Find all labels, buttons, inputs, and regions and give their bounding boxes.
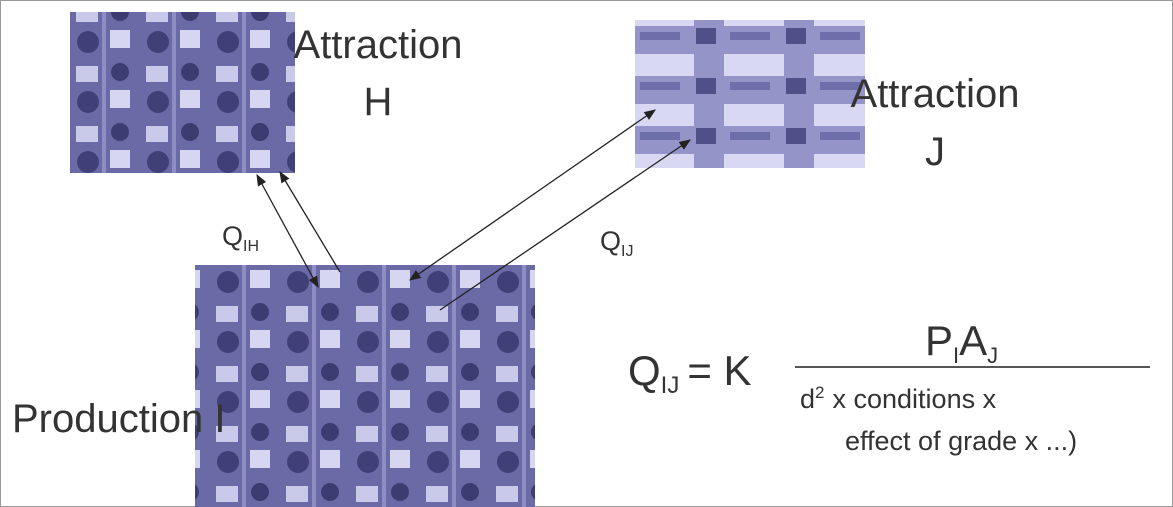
equals: = K (687, 347, 751, 394)
flow-subscript: IJ (621, 243, 633, 260)
lhs-symbol: Q (628, 347, 661, 394)
num-symbol: P (925, 317, 953, 364)
node-label: Attraction (851, 72, 1020, 116)
node-sublabel: H (364, 80, 393, 124)
denominator-line2: effect of grade x ...) (845, 426, 1077, 456)
page: Attraction H Attraction J Production I Q… (0, 0, 1173, 507)
denom-rest: x conditions x (833, 384, 997, 414)
denom-sup: 2 (815, 383, 824, 402)
diagram: Attraction H Attraction J Production I Q… (0, 0, 1173, 507)
flow-symbol: Q (222, 221, 243, 251)
node-label: Production I (12, 397, 225, 441)
image-attraction-h (70, 12, 295, 173)
node-sublabel: J (925, 130, 945, 174)
flow-subscript: IH (243, 238, 259, 255)
num-symbol: A (959, 317, 987, 364)
image-production-i (195, 265, 535, 507)
flow-symbol: Q (600, 226, 621, 256)
denom-base: d (800, 384, 815, 414)
image-attraction-j (635, 20, 865, 168)
formula-lhs: QIJ = K (628, 347, 752, 399)
node-label: Attraction (294, 23, 463, 67)
lhs-subscript: IJ (661, 372, 680, 399)
num-subscript: J (987, 343, 998, 368)
